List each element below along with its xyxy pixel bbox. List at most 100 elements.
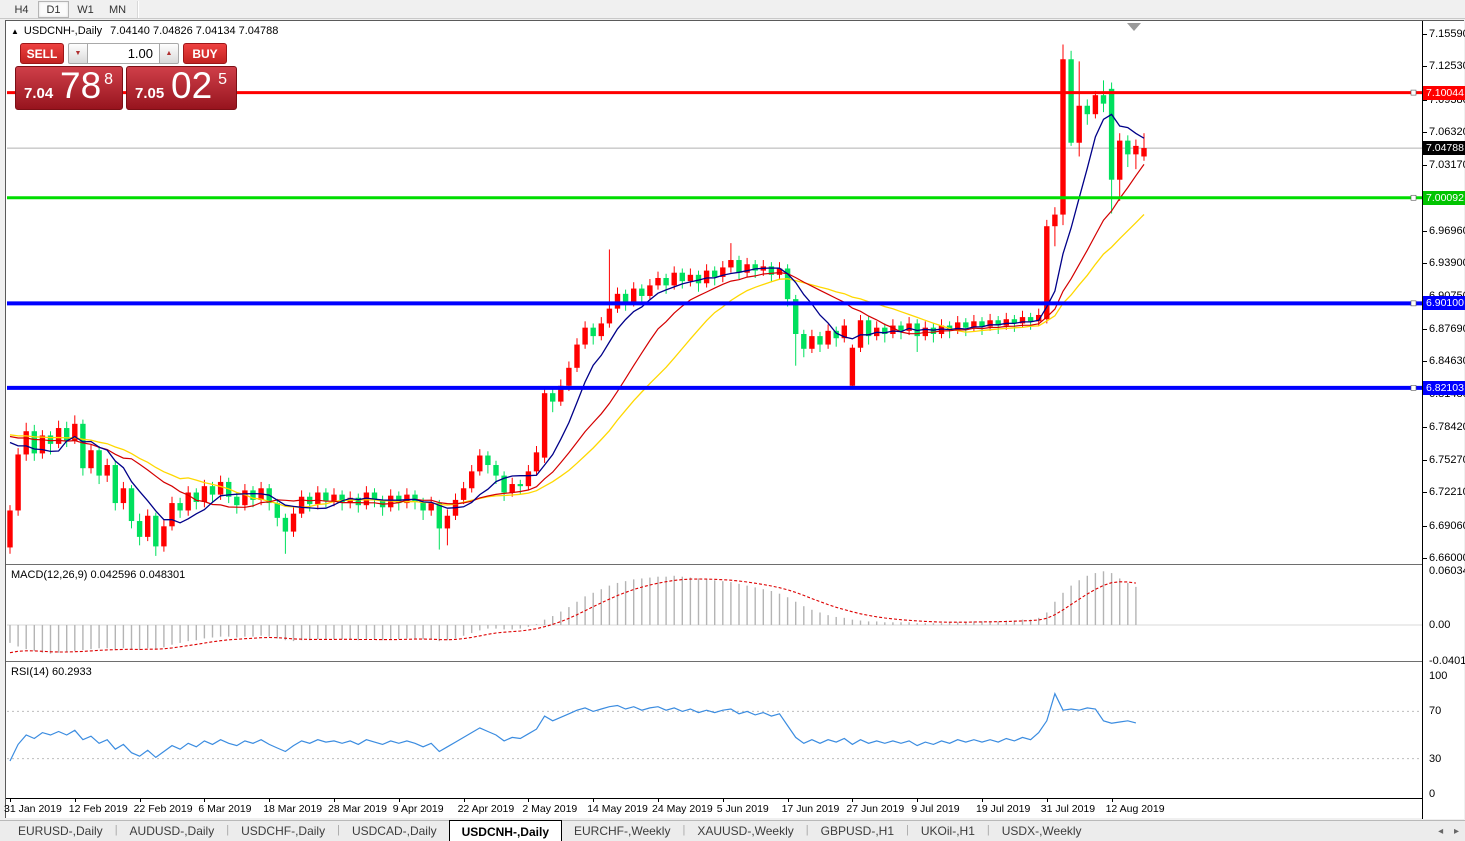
macd-panel-canvas[interactable] (7, 566, 1422, 661)
sell-price-sup: 8 (104, 71, 113, 88)
x-axis-date-label: 27 Jun 2019 (846, 803, 905, 815)
timeframe-button-h4[interactable]: H4 (14, 4, 29, 16)
x-axis-tick-mark (528, 799, 530, 802)
x-axis-date-label: 6 Mar 2019 (198, 803, 252, 815)
buy-button[interactable]: BUY (183, 43, 227, 64)
tab-separator: | (114, 824, 118, 836)
panel-separator[interactable] (6, 564, 1462, 566)
y-axis-tick-mark (1423, 328, 1427, 330)
price-level-badge: 7.00092 (1423, 190, 1465, 205)
x-axis-tick-mark (982, 799, 983, 802)
timeframe-button-d1[interactable]: D1 (38, 1, 69, 18)
tab-usdcnh[interactable]: USDCNH-,Daily (448, 820, 562, 841)
buy-price-quote[interactable]: 7.05 02 5 (126, 66, 237, 110)
x-axis-tick-mark (658, 799, 659, 802)
x-axis-tick-mark (74, 799, 76, 802)
y-axis-tick-mark (1423, 165, 1427, 167)
sell-price-quote[interactable]: 7.04 78 8 (15, 66, 123, 110)
toolbar-separator (137, 1, 139, 18)
x-axis-tick-mark (852, 799, 854, 802)
volume-input[interactable] (88, 43, 159, 64)
y-axis-tick-mark (1423, 460, 1427, 462)
x-axis-tick-mark (139, 799, 141, 802)
tab-usdcad[interactable]: USDCAD-,Daily (351, 824, 437, 838)
tab-xauusd[interactable]: XAUUSD-,Weekly (697, 824, 794, 838)
price-level-badge: 7.10044 (1423, 85, 1465, 100)
y-axis-tick-label: 6.93900 (1429, 257, 1465, 270)
y-axis-tick-mark (1423, 34, 1427, 35)
x-axis-tick-mark (398, 799, 400, 802)
x-axis-tick-mark (334, 799, 335, 802)
x-axis-date-label: 22 Apr 2019 (457, 803, 515, 815)
chart-tab-bar: EURUSD-,Daily | AUDUSD-,Daily | USDCHF-,Dail… (0, 820, 1465, 841)
y-axis-tick-label: 7.06320 (1429, 125, 1465, 138)
macd-indicator-label: MACD(12,26,9) 0.042596 0.048301 (11, 569, 186, 581)
tab-scroll-arrows: ◂ ▸ (1430, 826, 1459, 837)
rsi-panel-canvas[interactable] (7, 663, 1422, 797)
buy-price-small: 7.05 (135, 85, 165, 102)
chart-symbol-label: USDCNH-,Daily (23, 25, 103, 37)
y-axis-tick-label: 7.15590 (1429, 28, 1465, 40)
main-chart-canvas[interactable] (7, 21, 1422, 564)
tab-separator: | (805, 824, 809, 836)
y-axis-tick-mark (1423, 426, 1427, 428)
chart-title: ▲ USDCNH-,Daily 7.04140 7.04826 7.04134 7.… (11, 25, 278, 37)
x-axis-date-label: 9 Apr 2019 (392, 803, 444, 815)
y-axis-tick-mark (1423, 394, 1427, 396)
tab-usdx[interactable]: USDX-,Weekly (1001, 824, 1082, 838)
sell-button[interactable]: SELL (20, 43, 64, 64)
timeframe-button-mn[interactable]: MN (108, 4, 127, 16)
volume-increase-button[interactable]: ▲ (159, 43, 179, 64)
tab-eurusd[interactable]: EURUSD-,Daily (18, 824, 103, 838)
tab-eurchf[interactable]: EURCHF-,Weekly (574, 824, 671, 838)
x-axis-tick-mark (1111, 799, 1113, 802)
macd-axis-label: -0.040136 (1429, 654, 1465, 667)
x-axis-tick-mark (10, 799, 11, 802)
tab-audusd[interactable]: AUDUSD-,Daily (129, 824, 215, 838)
tab-separator: | (226, 824, 230, 836)
x-axis-date-label: 24 May 2019 (652, 803, 713, 815)
x-axis-date-label: 31 Jan 2019 (4, 803, 62, 815)
tab-scroll-left-icon[interactable]: ◂ (1438, 826, 1444, 837)
x-axis-date-label: 28 Mar 2019 (328, 803, 387, 815)
y-axis-tick-label: 6.69060 (1429, 519, 1465, 532)
buy-price-sup: 5 (218, 71, 227, 88)
panel-separator[interactable] (6, 661, 1462, 663)
macd-axis-label: 0.060343 (1429, 564, 1465, 577)
x-axis-date-label: 9 Jul 2019 (911, 803, 960, 815)
y-axis-tick-label: 6.84630 (1429, 355, 1465, 368)
x-axis-tick-mark (463, 799, 465, 802)
y-axis-tick-label: 6.78420 (1429, 420, 1465, 433)
x-axis-date-label: 31 Jul 2019 (1040, 803, 1096, 815)
tab-separator: | (682, 824, 686, 836)
y-axis-tick-mark (1423, 492, 1427, 494)
volume-decrease-button[interactable]: ▼ (68, 43, 88, 64)
collapse-arrow-icon[interactable]: ▲ (11, 27, 19, 36)
sell-price-big: 78 (60, 66, 102, 106)
tab-separator: | (986, 824, 990, 836)
x-axis-tick-mark (917, 799, 919, 802)
tab-scroll-right-icon[interactable]: ▸ (1453, 826, 1459, 837)
x-axis-date-label: 18 Mar 2019 (263, 803, 323, 815)
y-axis: 7.15590 7.12530 7.09380 7.06320 7.03170 6.969… (1422, 21, 1465, 819)
y-axis-tick-mark (1423, 230, 1427, 232)
y-axis-tick-mark (1423, 263, 1427, 265)
y-axis-tick-label: 7.12530 (1429, 60, 1465, 73)
rsi-axis-label: 0 (1429, 788, 1436, 800)
tab-usdchf[interactable]: USDCHF-,Daily (241, 824, 326, 838)
x-axis-tick-mark (1046, 799, 1048, 802)
timeframe-button-w1[interactable]: W1 (77, 4, 94, 16)
y-axis-tick-mark (1423, 361, 1427, 363)
x-axis-date-label: 12 Feb 2019 (68, 803, 128, 815)
current-price-badge: 7.04788 (1423, 141, 1465, 156)
x-axis-date-label: 14 May 2019 (587, 803, 648, 815)
chart-ohlc-values: 7.04140 7.04826 7.04134 7.04788 (110, 25, 279, 37)
tab-ukoil[interactable]: UKOil-,H1 (920, 824, 975, 838)
price-level-badge: 6.82103 (1423, 380, 1465, 395)
rsi-indicator-label: RSI(14) 60.2933 (11, 666, 92, 678)
rsi-axis-label: 100 (1429, 670, 1448, 682)
tab-gbpusd[interactable]: GBPUSD-,H1 (820, 824, 894, 838)
rsi-axis-label: 70 (1429, 705, 1442, 718)
sell-price-small: 7.04 (24, 85, 54, 102)
